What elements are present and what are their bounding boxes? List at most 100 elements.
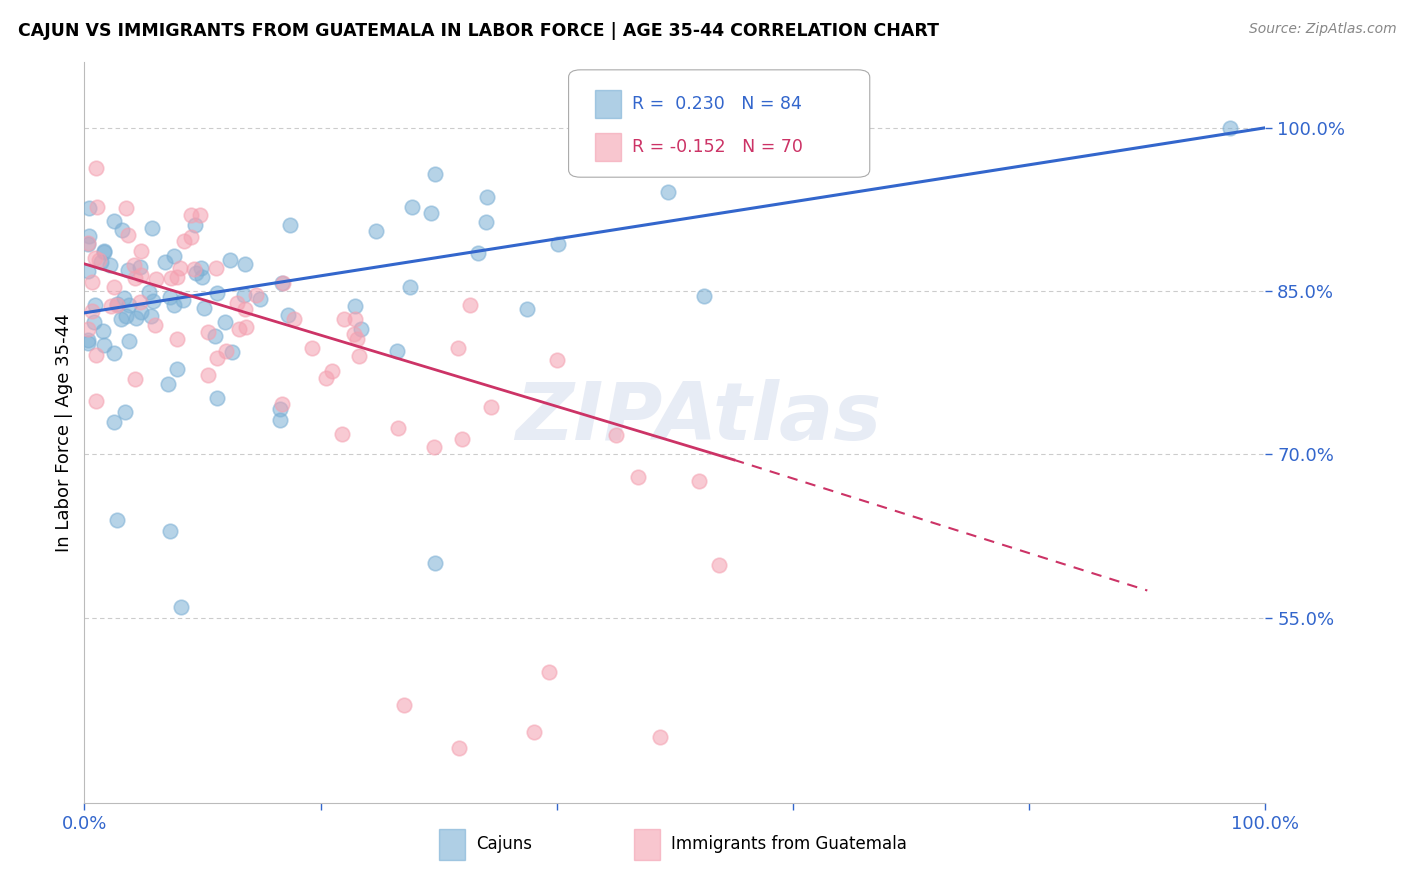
Point <box>173 234 195 248</box>
Point <box>145 272 167 286</box>
Point <box>245 288 267 302</box>
Point <box>232 288 254 302</box>
FancyBboxPatch shape <box>568 70 870 178</box>
Point <box>124 372 146 386</box>
Text: Cajuns: Cajuns <box>477 835 533 854</box>
Point <box>425 168 447 182</box>
Point <box>392 698 415 712</box>
Point <box>350 322 373 336</box>
Point <box>77 228 100 243</box>
Point <box>115 310 138 324</box>
Point <box>169 260 191 275</box>
Point <box>321 363 343 377</box>
Point <box>159 290 181 304</box>
Point <box>709 558 731 572</box>
Point <box>228 322 250 336</box>
Point <box>87 253 110 268</box>
Point <box>278 218 301 232</box>
Point <box>77 336 100 351</box>
Point <box>215 343 238 358</box>
Point <box>118 298 141 312</box>
Point <box>233 257 256 271</box>
Point <box>125 310 148 325</box>
Point <box>516 302 538 317</box>
Point <box>163 249 186 263</box>
Point <box>204 328 226 343</box>
Point <box>111 223 134 237</box>
Point <box>346 333 368 347</box>
Point <box>605 428 627 442</box>
Point <box>205 260 228 275</box>
Point <box>401 200 423 214</box>
Point <box>271 276 294 290</box>
Point <box>364 224 387 238</box>
Point <box>91 324 114 338</box>
Point <box>387 420 409 434</box>
Point <box>235 320 257 334</box>
Point <box>131 268 153 282</box>
FancyBboxPatch shape <box>595 90 620 118</box>
Point <box>214 315 236 329</box>
Point <box>84 298 107 312</box>
Point <box>93 338 115 352</box>
Point <box>84 251 107 265</box>
Point <box>103 345 125 359</box>
Point <box>269 402 291 417</box>
Point <box>249 292 271 306</box>
Point <box>537 665 560 680</box>
Point <box>110 311 132 326</box>
Point <box>77 334 100 348</box>
Point <box>160 270 183 285</box>
Point <box>100 299 122 313</box>
Point <box>271 277 294 291</box>
Point <box>190 261 212 276</box>
Point <box>180 230 202 244</box>
Point <box>77 236 100 251</box>
Point <box>387 343 409 358</box>
Point <box>86 347 108 361</box>
Point <box>170 599 193 614</box>
Point <box>112 291 135 305</box>
Point <box>183 262 205 277</box>
Text: CAJUN VS IMMIGRANTS FROM GUATEMALA IN LABOR FORCE | AGE 35-44 CORRELATION CHART: CAJUN VS IMMIGRANTS FROM GUATEMALA IN LA… <box>18 22 939 40</box>
Point <box>657 185 679 199</box>
Point <box>129 295 152 310</box>
Point <box>77 264 100 278</box>
Point <box>343 311 366 326</box>
Point <box>128 260 150 274</box>
Point <box>184 219 207 233</box>
Point <box>105 513 128 527</box>
Point <box>420 206 443 220</box>
FancyBboxPatch shape <box>634 829 659 860</box>
Point <box>283 311 305 326</box>
Point <box>693 289 716 303</box>
Point <box>205 391 228 405</box>
Point <box>166 270 188 285</box>
Point <box>143 318 166 333</box>
Point <box>186 266 208 280</box>
Point <box>103 415 125 429</box>
Point <box>139 309 162 323</box>
Point <box>93 244 115 259</box>
Text: ZIPAtlas: ZIPAtlas <box>516 379 882 457</box>
Point <box>398 280 420 294</box>
Point <box>269 413 291 427</box>
Point <box>82 304 104 318</box>
Point <box>627 470 650 484</box>
Point <box>159 524 181 538</box>
Point <box>193 301 215 315</box>
Text: Source: ZipAtlas.com: Source: ZipAtlas.com <box>1249 22 1396 37</box>
Point <box>141 220 163 235</box>
Point <box>467 246 489 260</box>
Point <box>90 254 112 268</box>
Point <box>205 351 228 365</box>
Point <box>197 326 219 340</box>
Point <box>84 161 107 176</box>
Point <box>129 244 152 258</box>
Point <box>142 293 165 308</box>
Point <box>98 258 121 272</box>
Point <box>523 725 546 739</box>
Point <box>711 129 734 144</box>
Point <box>277 308 299 322</box>
Point <box>218 253 240 268</box>
